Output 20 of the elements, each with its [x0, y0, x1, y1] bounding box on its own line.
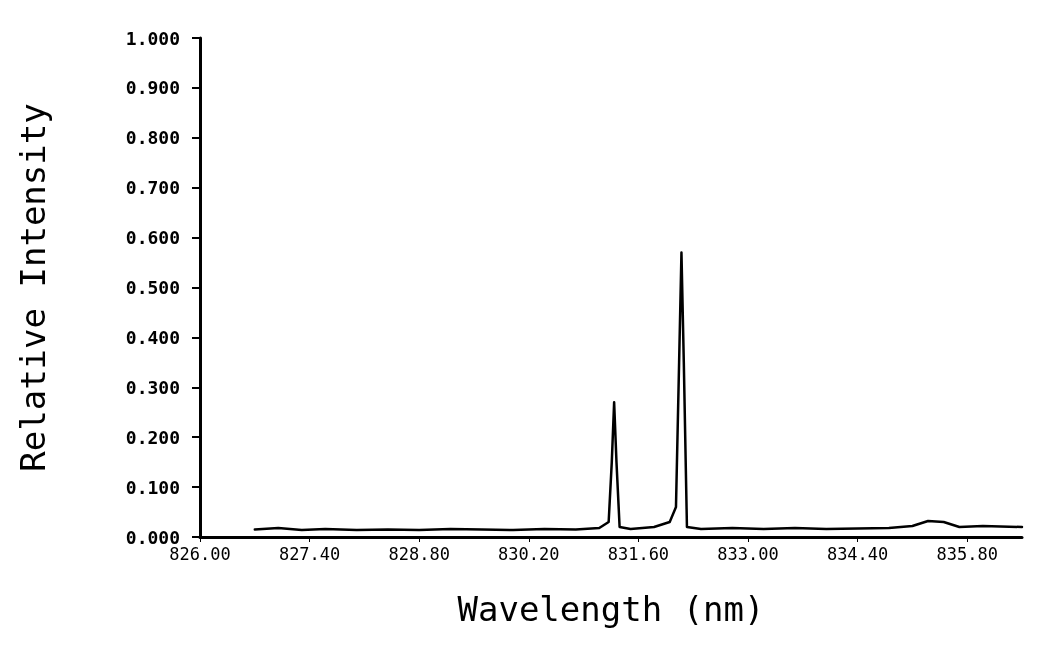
x-tick-label: 827.40 — [278, 543, 341, 564]
x-tick-label: 833.00 — [717, 543, 779, 564]
y-tick-label: 0.500 — [125, 277, 180, 298]
x-tick-label: 834.40 — [826, 543, 889, 564]
y-tick-label: 0.300 — [125, 376, 180, 398]
y-tick-label: 1.000 — [125, 27, 180, 49]
y-tick-label: 0.400 — [125, 326, 180, 348]
y-axis-title: Relative Intensity — [13, 103, 53, 472]
x-tick-label: 835.80 — [936, 543, 998, 564]
y-tick-label: 0.800 — [125, 127, 180, 149]
x-tick-label: 830.20 — [498, 543, 560, 564]
y-tick-label: 0.200 — [125, 426, 180, 448]
line-series — [253, 251, 1024, 532]
y-tick-label: 0.600 — [125, 227, 180, 249]
y-tick-label: 0.100 — [125, 476, 180, 498]
y-tick-label: 0.700 — [125, 177, 180, 199]
y-tick-label: 0.900 — [125, 77, 180, 99]
x-tick-label: 828.80 — [388, 543, 450, 564]
x-tick-label: 831.60 — [607, 543, 670, 564]
x-axis-title: Wavelength (nm) — [457, 589, 765, 629]
